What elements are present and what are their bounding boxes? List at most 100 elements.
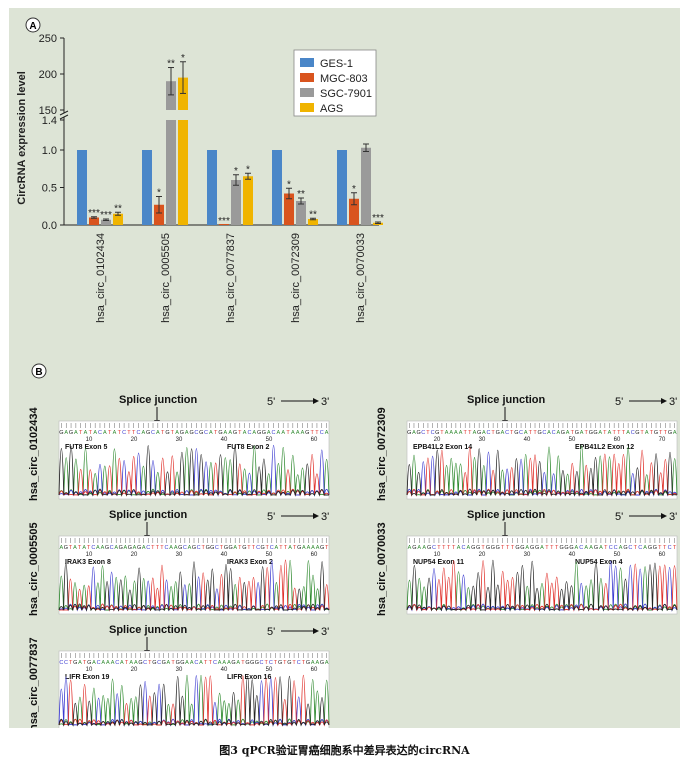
base-call: T xyxy=(634,545,638,551)
base-call: C xyxy=(143,660,147,666)
legend-label: SGC-7901 xyxy=(320,88,372,100)
position-label: 40 xyxy=(221,667,228,673)
base-call: A xyxy=(449,430,453,436)
position-label: 10 xyxy=(86,552,93,558)
base-call: A xyxy=(96,545,100,551)
base-call: C xyxy=(115,660,119,666)
base-call: G xyxy=(119,545,123,551)
base-call: A xyxy=(445,430,449,436)
base-call: C xyxy=(461,545,465,551)
base-call: T xyxy=(125,660,129,666)
base-call: G xyxy=(520,545,524,551)
base-call: T xyxy=(266,545,270,551)
base-call: T xyxy=(501,545,505,551)
bar xyxy=(231,180,241,225)
base-call: G xyxy=(250,660,254,666)
base-call: T xyxy=(511,545,515,551)
x-tick-label: hsa_circ_0070033 xyxy=(355,233,367,323)
bar xyxy=(361,147,371,225)
base-call: C xyxy=(486,430,490,436)
legend-swatch xyxy=(300,88,314,97)
base-call: T xyxy=(293,545,297,551)
base-call: A xyxy=(129,660,133,666)
base-call: T xyxy=(156,545,160,551)
bar xyxy=(272,150,282,225)
legend-swatch xyxy=(300,58,314,67)
base-call: A xyxy=(199,660,203,666)
base-call: T xyxy=(612,430,616,436)
base-call: T xyxy=(127,430,131,436)
chart-bars: *** ************* ********** xyxy=(77,53,384,227)
y-tick-label: 200 xyxy=(39,69,57,81)
base-call: T xyxy=(506,545,510,551)
base-call: T xyxy=(302,660,306,666)
base-call: G xyxy=(320,660,324,666)
position-label: 30 xyxy=(176,437,183,443)
base-call: A xyxy=(482,430,486,436)
base-call: A xyxy=(120,660,124,666)
y-tick-label: 0.0 xyxy=(42,220,57,232)
base-call: T xyxy=(241,660,245,666)
base-call: C xyxy=(137,430,141,436)
base-call: A xyxy=(252,430,256,436)
base-call: A xyxy=(124,545,128,551)
base-call: T xyxy=(279,545,283,551)
base-call: A xyxy=(566,430,570,436)
significance-label: *** xyxy=(218,216,230,227)
base-call: T xyxy=(214,430,218,436)
bar xyxy=(337,150,347,225)
position-label: 40 xyxy=(221,437,228,443)
base-call: T xyxy=(640,430,644,436)
base-call: G xyxy=(435,430,439,436)
base-call: C xyxy=(204,430,208,436)
base-call: C xyxy=(157,660,161,666)
panel-b-label: B xyxy=(35,367,42,378)
base-call: G xyxy=(137,545,141,551)
base-call: A xyxy=(525,545,529,551)
panel-a: A CircRNA expression level 150 200 250 0.0 0… xyxy=(16,17,384,323)
base-call: A xyxy=(643,545,647,551)
significance-label: * xyxy=(157,188,161,199)
base-call: T xyxy=(87,545,91,551)
base-call: A xyxy=(645,430,649,436)
base-call: G xyxy=(242,545,246,551)
position-label: 60 xyxy=(614,437,621,443)
splice-junction-label: Splice junction xyxy=(467,394,546,406)
direction-arrow-head xyxy=(313,513,319,519)
base-call: A xyxy=(185,660,189,666)
bar xyxy=(219,224,229,225)
legend-label: GES-1 xyxy=(320,58,353,70)
base-call: G xyxy=(427,545,431,551)
base-call: G xyxy=(416,430,420,436)
base-call: C xyxy=(247,430,251,436)
base-call: T xyxy=(545,545,549,551)
base-call: A xyxy=(93,430,97,436)
base-call: T xyxy=(238,545,242,551)
bar xyxy=(142,150,152,225)
left-exon-label: NUP54 Exon 11 xyxy=(413,559,464,566)
base-call: A xyxy=(101,660,105,666)
base-call: G xyxy=(635,430,639,436)
left-exon-label: EPB41L2 Exon 14 xyxy=(413,444,472,451)
base-call: A xyxy=(82,545,86,551)
base-call: T xyxy=(292,660,296,666)
y-tick-label: 250 xyxy=(39,33,57,45)
position-label: 30 xyxy=(479,437,486,443)
chart-axes: 150 200 250 0.0 0.5 1.0 1.4 xyxy=(39,33,379,232)
base-call: C xyxy=(421,430,425,436)
significance-label: ** xyxy=(297,189,305,200)
base-call: T xyxy=(132,430,136,436)
base-call: A xyxy=(156,430,160,436)
base-call: G xyxy=(559,545,563,551)
bar xyxy=(101,219,111,225)
base-call: T xyxy=(161,430,165,436)
base-call: A xyxy=(459,430,463,436)
base-call: G xyxy=(491,545,495,551)
splice-junction-label: Splice junction xyxy=(109,624,188,636)
base-call: A xyxy=(169,545,173,551)
base-call: T xyxy=(550,545,554,551)
x-tick-label: hsa_circ_0102434 xyxy=(95,233,107,323)
bar xyxy=(166,81,176,110)
